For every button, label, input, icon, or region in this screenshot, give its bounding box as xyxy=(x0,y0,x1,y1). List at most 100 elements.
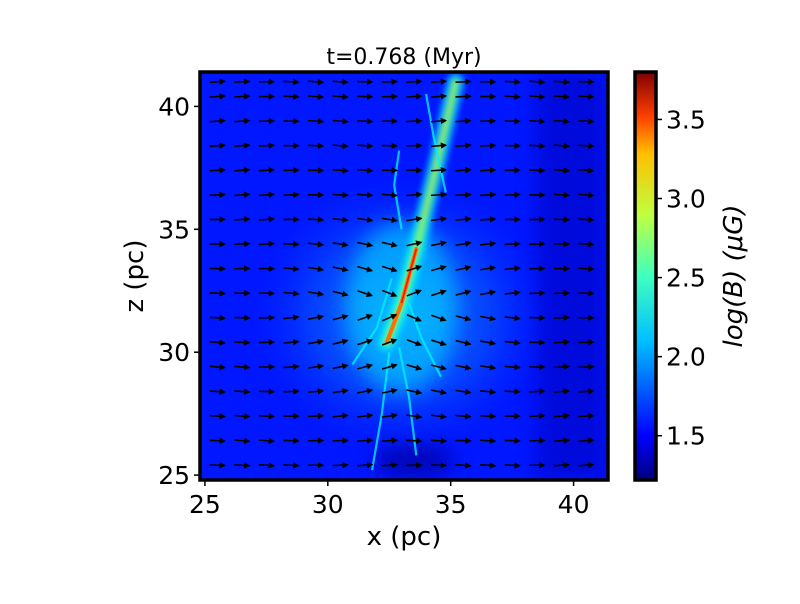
field-vector-arrow xyxy=(259,416,274,417)
y-tick-label: 35 xyxy=(158,215,190,244)
field-vector-arrow xyxy=(529,391,544,392)
field-vector-arrow xyxy=(431,194,446,195)
field-vector-arrow xyxy=(259,145,274,146)
colorbar-label: log(B) (μG) xyxy=(719,205,749,348)
field-vector-arrow xyxy=(578,416,593,417)
field-vector-arrow xyxy=(578,219,593,220)
field-vector-arrow xyxy=(480,219,495,220)
field-vector-arrow xyxy=(480,145,495,146)
field-vector-arrow xyxy=(529,416,544,417)
field-vector-arrow xyxy=(455,82,470,83)
field-vector-arrow xyxy=(283,244,298,245)
field-vector-arrow xyxy=(210,145,225,146)
field-vector-arrow xyxy=(529,145,544,146)
field-vector-arrow xyxy=(283,81,298,82)
field-vector-arrow xyxy=(283,96,298,97)
field-vector-arrow xyxy=(554,342,569,343)
field-vector-arrow xyxy=(480,416,495,417)
field-vector-arrow xyxy=(210,391,225,392)
field-vector-arrow xyxy=(234,391,249,392)
field-vector-arrow xyxy=(529,170,544,171)
field-vector-arrow xyxy=(333,170,348,171)
field-vector-arrow xyxy=(505,81,520,82)
field-vector-arrow xyxy=(234,219,249,220)
field-vector-arrow xyxy=(308,145,323,146)
y-tick-label: 30 xyxy=(158,338,190,367)
field-vector-arrow xyxy=(234,96,249,97)
field-vector-arrow xyxy=(308,170,323,171)
y-tick-label: 40 xyxy=(158,92,190,121)
field-vector-arrow xyxy=(554,366,569,367)
field-vector-arrow xyxy=(357,440,372,441)
field-vector-arrow xyxy=(259,440,274,441)
field-vector-arrow xyxy=(431,440,446,441)
field-vector-arrow xyxy=(210,416,225,417)
field-vector-arrow xyxy=(529,318,544,319)
field-vector-arrow xyxy=(210,440,225,441)
field-vector-arrow xyxy=(210,317,225,318)
field-vector-arrow xyxy=(210,195,225,196)
heatmap-plot-area xyxy=(200,72,608,480)
field-vector-arrow xyxy=(455,195,470,196)
field-vector-arrow xyxy=(554,465,569,466)
field-vector-arrow xyxy=(308,416,323,417)
x-tick-label: 25 xyxy=(189,490,221,519)
field-vector-arrow xyxy=(578,170,593,171)
field-vector-arrow xyxy=(357,145,372,146)
field-vector-arrow xyxy=(234,366,249,367)
field-vector-arrow xyxy=(505,465,520,466)
field-vector-arrow xyxy=(554,219,569,220)
field-vector-arrow xyxy=(234,82,249,83)
field-vector-arrow xyxy=(456,465,471,466)
field-vector-arrow xyxy=(554,81,569,82)
field-vector-arrow xyxy=(554,317,569,318)
field-vector-arrow xyxy=(210,170,225,171)
field-vector-arrow xyxy=(456,121,471,122)
y-axis-label: z (pc) xyxy=(120,240,150,313)
field-vector-arrow xyxy=(259,318,274,319)
field-vector-arrow xyxy=(554,194,569,195)
colorbar-tick-label: 2.0 xyxy=(666,343,706,372)
field-vector-arrow xyxy=(455,96,470,97)
field-vector-arrow xyxy=(234,194,249,195)
field-vector-arrow xyxy=(578,391,593,392)
field-vector-arrow xyxy=(259,391,274,392)
field-vector-arrow xyxy=(357,121,372,122)
y-axis-ticks: 25 30 35 40 xyxy=(158,92,200,490)
x-axis-label: x (pc) xyxy=(367,522,442,552)
field-vector-arrow xyxy=(333,465,348,466)
chart-title: t=0.768 (Myr) xyxy=(326,45,481,70)
field-vector-arrow xyxy=(259,170,274,171)
field-vector-arrow xyxy=(234,342,249,343)
field-vector-arrow xyxy=(529,121,544,122)
field-vector-arrow xyxy=(210,81,225,82)
field-vector-arrow xyxy=(210,293,225,294)
field-vector-arrow xyxy=(578,367,593,368)
field-vector-arrow xyxy=(431,170,446,171)
field-vector-arrow xyxy=(554,440,569,441)
field-vector-arrow xyxy=(480,194,495,195)
field-vector-arrow xyxy=(357,194,372,195)
field-vector-arrow xyxy=(431,81,446,82)
field-vector-arrow xyxy=(333,195,348,196)
field-vector-arrow xyxy=(578,145,593,146)
colorbar-tick-label: 1.5 xyxy=(666,422,706,451)
x-tick-label: 40 xyxy=(558,490,590,519)
field-vector-arrow xyxy=(283,195,298,196)
field-vector-arrow xyxy=(505,391,520,392)
field-vector-arrow xyxy=(333,81,348,82)
field-vector-arrow xyxy=(406,81,421,82)
field-vector-arrow xyxy=(283,465,298,466)
field-vector-arrow xyxy=(431,145,446,146)
field-vector-arrow xyxy=(283,391,298,392)
field-vector-arrow xyxy=(554,170,569,171)
colorbar xyxy=(635,72,656,480)
colorbar-tick-label: 2.5 xyxy=(666,264,706,293)
colorbar-tick-label: 3.0 xyxy=(666,185,706,214)
y-tick-label: 25 xyxy=(158,461,190,490)
heatmap-dark-edge-right xyxy=(537,72,608,480)
x-tick-label: 35 xyxy=(435,490,467,519)
field-vector-arrow xyxy=(505,195,520,196)
